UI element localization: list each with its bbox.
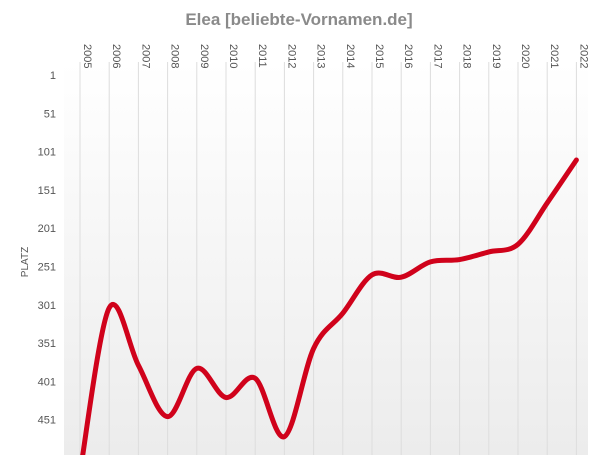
x-tick-2005: 2005: [81, 44, 93, 68]
data-point-2014: [340, 311, 345, 316]
series-layer: [80, 157, 579, 455]
x-tick-2015: 2015: [373, 44, 385, 68]
y-tick-401: 401: [38, 376, 56, 388]
y-tick-201: 201: [38, 223, 56, 235]
data-point-2007: [136, 363, 141, 368]
plot-background: [64, 62, 588, 455]
y-tick-51: 51: [44, 108, 56, 120]
data-point-2011: [253, 376, 258, 381]
x-tick-2020: 2020: [519, 44, 531, 68]
data-point-2021: [545, 200, 550, 205]
data-point-2010: [224, 395, 229, 400]
data-point-2008: [165, 414, 170, 419]
series-line: [80, 157, 579, 455]
x-tick-2016: 2016: [402, 44, 414, 68]
x-tick-2022: 2022: [577, 44, 589, 68]
y-tick-351: 351: [38, 338, 56, 350]
y-tick-101: 101: [38, 147, 56, 159]
x-tick-2012: 2012: [285, 44, 297, 68]
x-tick-2009: 2009: [198, 44, 210, 68]
x-tick-2014: 2014: [344, 44, 356, 68]
x-tick-2019: 2019: [490, 44, 502, 68]
x-tick-2018: 2018: [461, 44, 473, 68]
data-point-2013: [311, 346, 316, 351]
x-tick-2007: 2007: [139, 44, 151, 68]
y-tick-151: 151: [38, 185, 56, 197]
y-axis-label: PLATZ: [20, 247, 31, 277]
data-point-2020: [516, 242, 521, 247]
x-tick-2021: 2021: [548, 44, 560, 68]
y-tick-251: 251: [38, 262, 56, 274]
y-tick-1: 1: [50, 70, 56, 82]
data-point-2015: [370, 272, 375, 277]
y-tick-301: 301: [38, 300, 56, 312]
data-point-2022: [574, 158, 579, 163]
x-tick-labels: 2005 2006 2007 2008 2009 2010 2011 2012 2013 2014…: [81, 44, 589, 68]
data-point-2018: [457, 257, 462, 262]
data-point-2012: [282, 434, 287, 439]
chart-title: Elea [beliebte-Vornamen.de]: [185, 10, 412, 29]
data-point-2019: [486, 249, 491, 254]
x-tick-2011: 2011: [256, 44, 268, 68]
data-point-2017: [428, 259, 433, 264]
data-point-2016: [399, 275, 404, 280]
x-tick-2006: 2006: [110, 44, 122, 68]
x-tick-2008: 2008: [169, 44, 181, 68]
x-tick-2017: 2017: [431, 44, 443, 68]
x-tick-2013: 2013: [315, 44, 327, 68]
data-point-2009: [194, 366, 199, 371]
y-tick-451: 451: [38, 415, 56, 427]
x-tick-2010: 2010: [227, 44, 239, 68]
data-point-2006: [107, 305, 112, 310]
